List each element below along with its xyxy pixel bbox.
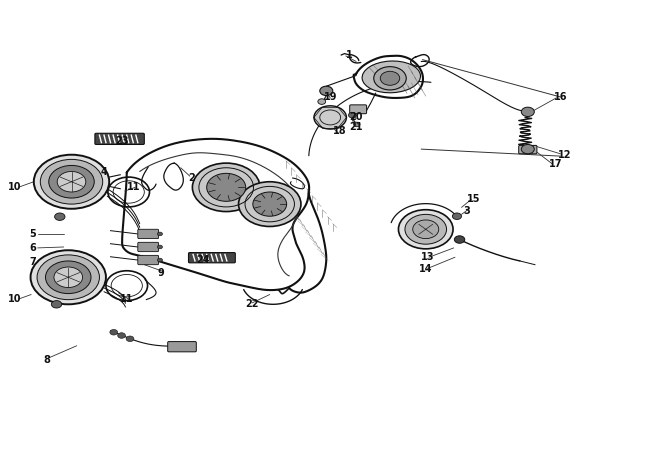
Circle shape <box>49 165 94 198</box>
Circle shape <box>157 245 162 249</box>
FancyBboxPatch shape <box>138 229 159 239</box>
FancyBboxPatch shape <box>138 242 159 252</box>
Text: 13: 13 <box>421 252 434 262</box>
Text: 10: 10 <box>8 182 21 192</box>
Circle shape <box>31 250 106 304</box>
Text: 20: 20 <box>350 112 363 123</box>
Text: 5: 5 <box>29 229 36 239</box>
Circle shape <box>126 336 134 342</box>
Circle shape <box>110 329 118 335</box>
Circle shape <box>57 171 86 192</box>
Text: 7: 7 <box>29 257 36 267</box>
Circle shape <box>192 163 260 212</box>
Text: 11: 11 <box>120 294 133 304</box>
Circle shape <box>320 86 333 96</box>
Circle shape <box>521 144 534 154</box>
Text: 15: 15 <box>467 194 480 205</box>
Circle shape <box>118 333 125 338</box>
Circle shape <box>318 99 326 104</box>
FancyBboxPatch shape <box>95 133 144 144</box>
Text: 22: 22 <box>246 299 259 309</box>
Circle shape <box>380 71 400 85</box>
Text: 6: 6 <box>29 243 36 253</box>
Text: 17: 17 <box>549 159 562 169</box>
Circle shape <box>40 159 103 204</box>
Circle shape <box>54 267 83 288</box>
Circle shape <box>34 155 109 209</box>
Circle shape <box>354 122 360 127</box>
Text: 2: 2 <box>188 173 195 183</box>
Circle shape <box>46 261 91 294</box>
Circle shape <box>37 255 99 300</box>
Text: 19: 19 <box>324 92 337 102</box>
Circle shape <box>51 301 62 308</box>
Text: 8: 8 <box>44 355 50 365</box>
Text: 24: 24 <box>196 255 209 265</box>
FancyBboxPatch shape <box>168 342 196 352</box>
Text: 11: 11 <box>127 182 140 192</box>
FancyBboxPatch shape <box>188 253 235 263</box>
Circle shape <box>239 182 301 226</box>
Text: 4: 4 <box>101 167 107 178</box>
Circle shape <box>521 107 534 116</box>
Circle shape <box>157 232 162 236</box>
Circle shape <box>348 112 356 118</box>
Text: 21: 21 <box>350 122 363 132</box>
Text: 16: 16 <box>554 92 567 102</box>
Circle shape <box>374 67 406 90</box>
Text: 14: 14 <box>419 264 432 274</box>
Text: 23: 23 <box>116 136 129 146</box>
FancyBboxPatch shape <box>138 255 159 265</box>
Text: 18: 18 <box>333 126 346 137</box>
Circle shape <box>55 213 65 220</box>
Text: 9: 9 <box>158 267 164 278</box>
Circle shape <box>253 192 287 216</box>
Text: 3: 3 <box>463 206 470 216</box>
Text: 12: 12 <box>558 150 571 160</box>
Text: 1: 1 <box>346 50 353 60</box>
Circle shape <box>413 220 439 239</box>
Circle shape <box>314 106 346 129</box>
Circle shape <box>405 214 447 244</box>
Circle shape <box>452 213 462 219</box>
Circle shape <box>454 236 465 243</box>
Text: 10: 10 <box>8 294 21 304</box>
Circle shape <box>157 258 162 262</box>
Circle shape <box>398 210 453 249</box>
FancyBboxPatch shape <box>519 145 537 154</box>
FancyBboxPatch shape <box>350 105 367 114</box>
Circle shape <box>207 173 246 201</box>
Ellipse shape <box>362 61 421 93</box>
